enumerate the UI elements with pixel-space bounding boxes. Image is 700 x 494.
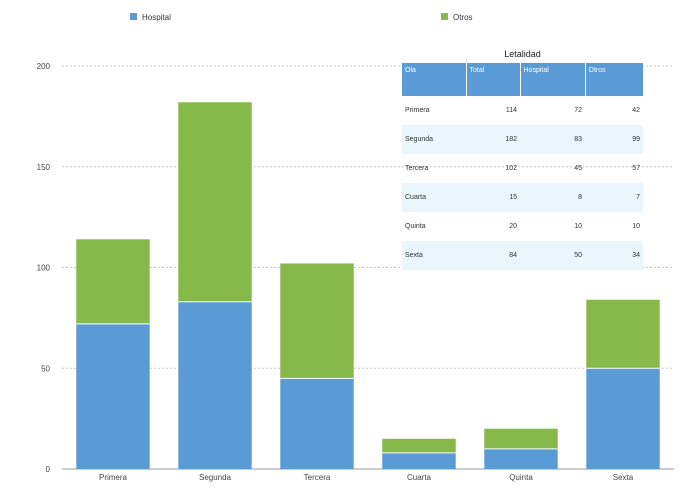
bar-segment-otros — [178, 102, 252, 302]
bar-segment-otros — [382, 438, 456, 453]
cell-ola: Quinta — [405, 223, 426, 230]
bar-segment-otros — [76, 239, 150, 324]
bar-segment-otros — [484, 428, 558, 449]
cell-hospital: 50 — [520, 241, 585, 270]
bar-segment-hospital — [382, 452, 456, 469]
legend-label-hospital: Hospital — [142, 13, 171, 22]
header-total: Total — [466, 63, 521, 96]
table-header-row: Ola Total Hospital Otros — [402, 63, 643, 96]
header-ola: Ola — [402, 63, 467, 96]
cell-otros: 42 — [632, 107, 640, 114]
header-otros: Otros — [585, 63, 643, 96]
table-row: Tercera 102 45 57 — [402, 154, 643, 183]
y-tick-label: 100 — [37, 264, 51, 273]
x-tick-label: Tercera — [304, 473, 331, 482]
bar-segment-otros — [280, 263, 354, 379]
cell-hospital: 83 — [520, 125, 585, 154]
y-tick-label: 150 — [37, 163, 51, 172]
cell-total: 20 — [509, 223, 517, 230]
x-tick-label: Sexta — [613, 473, 634, 482]
cell-total: 84 — [466, 241, 520, 270]
cell-hospital: 10 — [574, 223, 582, 230]
table-row: Segunda 182 83 99 — [402, 125, 643, 154]
x-tick-label: Quinta — [509, 473, 533, 482]
cell-total: 114 — [505, 107, 517, 114]
table-row: Sexta 84 50 34 — [402, 241, 643, 270]
cell-total: 15 — [466, 183, 520, 212]
y-tick-label: 200 — [37, 62, 51, 71]
bar-segment-hospital — [586, 368, 660, 469]
cell-otros: 34 — [585, 241, 643, 270]
cell-hospital: 45 — [574, 165, 582, 172]
cell-otros: 7 — [585, 183, 643, 212]
cell-ola: Cuarta — [402, 183, 466, 212]
cell-otros: 10 — [632, 223, 640, 230]
table-row: Quinta 20 10 10 — [402, 212, 643, 241]
cell-total: 182 — [466, 125, 520, 154]
letalidad-table-panel: Letalidad Ola Total Hospital Otros Prime… — [402, 47, 643, 270]
bar-segment-hospital — [76, 323, 150, 469]
legend-swatch-otros — [441, 13, 448, 20]
cell-ola: Sexta — [402, 241, 466, 270]
bar-segment-hospital — [280, 378, 354, 469]
cell-otros: 57 — [632, 165, 640, 172]
y-tick-label: 50 — [41, 364, 50, 373]
bar-segment-hospital — [178, 301, 252, 469]
cell-ola: Primera — [405, 107, 430, 114]
letalidad-table: Ola Total Hospital Otros Primera 114 72 … — [402, 63, 643, 270]
table-title: Letalidad — [504, 49, 541, 59]
x-tick-label: Segunda — [199, 473, 232, 482]
cell-ola: Tercera — [405, 165, 429, 172]
y-tick-label: 0 — [46, 465, 51, 474]
table-row: Primera 114 72 42 — [402, 96, 643, 125]
x-tick-label: Primera — [99, 473, 128, 482]
bar-segment-otros — [586, 299, 660, 369]
x-tick-label: Cuarta — [407, 473, 432, 482]
cell-hospital: 72 — [574, 107, 582, 114]
legend-swatch-hospital — [130, 13, 137, 20]
header-hospital: Hospital — [520, 63, 586, 96]
cell-ola: Segunda — [402, 125, 466, 154]
cell-otros: 99 — [585, 125, 643, 154]
cell-hospital: 8 — [520, 183, 585, 212]
cell-total: 102 — [505, 165, 517, 172]
bar-segment-hospital — [484, 448, 558, 469]
legend-label-otros: Otros — [453, 13, 473, 22]
table-row: Cuarta 15 8 7 — [402, 183, 643, 212]
